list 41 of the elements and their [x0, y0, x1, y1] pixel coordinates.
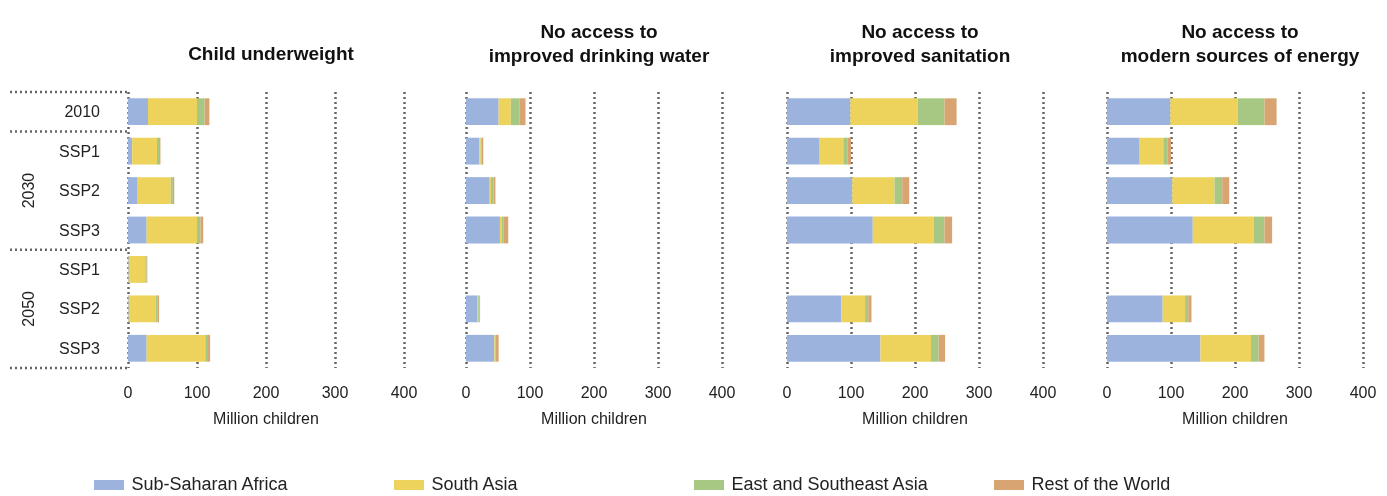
x-tick-label: 100 [183, 383, 211, 401]
text: 2050 [19, 290, 37, 327]
x-tick-label: 400 [708, 383, 736, 401]
x-tick-label: 200 [252, 383, 280, 401]
x-tick-label: 300 [644, 383, 672, 401]
x-tick-label: 300 [321, 383, 349, 401]
y-tick-label: SSP3 [59, 339, 101, 357]
x-axis-title: Million children [1182, 409, 1288, 427]
x-tick-label: 0 [1102, 383, 1112, 401]
legend-label: Rest of the World [1031, 474, 1171, 495]
x-tick-label: 100 [516, 383, 544, 401]
chart-title: No access to modern sources of energy [1120, 20, 1360, 66]
y-tick-label: SSP3 [59, 221, 101, 239]
x-tick-label: 0 [461, 383, 471, 401]
x-tick-label: 400 [1349, 383, 1377, 401]
x-tick-label: 200 [580, 383, 608, 401]
chart-title: No access to improved sanitation [829, 20, 1011, 66]
chart-title: No access to improved drinking water [488, 20, 710, 66]
legend-label: South Asia [431, 474, 518, 495]
x-tick-label: 0 [123, 383, 133, 401]
y-tick-label: SSP1 [59, 260, 101, 278]
x-tick-label: 100 [837, 383, 865, 401]
x-axis-title: Million children [213, 409, 319, 427]
x-tick-label: 400 [1029, 383, 1057, 401]
y-tick-label: SSP2 [59, 300, 101, 318]
x-axis-title: Million children [862, 409, 968, 427]
x-tick-label: 200 [901, 383, 929, 401]
legend-label: East and Southeast Asia [731, 474, 928, 495]
y-tick-label: SSP2 [59, 182, 101, 200]
x-tick-label: 300 [1285, 383, 1313, 401]
y-tick-label: 2010 [64, 103, 101, 121]
x-tick-label: 0 [782, 383, 792, 401]
chart-title: Child underweight [188, 42, 355, 64]
x-tick-label: 100 [1157, 383, 1185, 401]
x-tick-label: 400 [390, 383, 418, 401]
x-tick-label: 300 [965, 383, 993, 401]
y-tick-label: SSP1 [59, 142, 101, 160]
x-tick-label: 200 [1221, 383, 1249, 401]
x-axis-title: Million children [541, 409, 647, 427]
legend-label: Sub-Saharan Africa [131, 474, 288, 495]
text: 2030 [19, 172, 37, 209]
